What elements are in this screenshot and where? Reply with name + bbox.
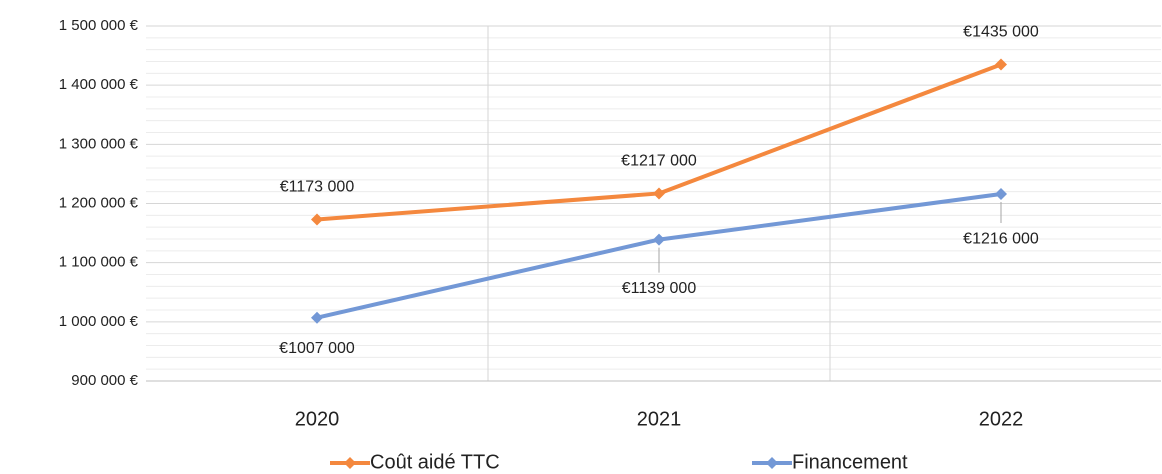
data-point xyxy=(653,233,665,246)
legend-label: Financement xyxy=(792,451,908,473)
y-tick-label: 1 000 000 € xyxy=(59,313,139,330)
x-tick-label: 2022 xyxy=(979,408,1024,430)
y-tick-label: 1 300 000 € xyxy=(59,135,139,152)
data-label: €1173 000 xyxy=(280,179,355,196)
data-label: €1435 000 xyxy=(963,24,1039,41)
data-point xyxy=(653,187,665,200)
x-tick-label: 2020 xyxy=(295,408,340,430)
y-tick-label: 1 400 000 € xyxy=(59,76,139,93)
data-point xyxy=(995,188,1007,201)
data-label: €1139 000 xyxy=(622,280,697,297)
legend-marker xyxy=(344,457,356,469)
x-tick-label: 2021 xyxy=(637,408,682,430)
y-tick-label: 1 500 000 € xyxy=(59,17,139,34)
data-label: €1216 000 xyxy=(963,230,1039,247)
y-tick-label: 900 000 € xyxy=(71,372,138,389)
data-point xyxy=(311,213,323,226)
data-point xyxy=(995,58,1007,71)
legend-label: Coût aidé TTC xyxy=(370,451,500,473)
legend-marker xyxy=(766,457,778,469)
data-label: €1217 000 xyxy=(621,153,697,170)
y-tick-label: 1 100 000 € xyxy=(59,254,139,271)
y-tick-label: 1 200 000 € xyxy=(59,194,139,211)
data-point xyxy=(311,311,323,324)
data-label: €1007 000 xyxy=(279,340,355,357)
